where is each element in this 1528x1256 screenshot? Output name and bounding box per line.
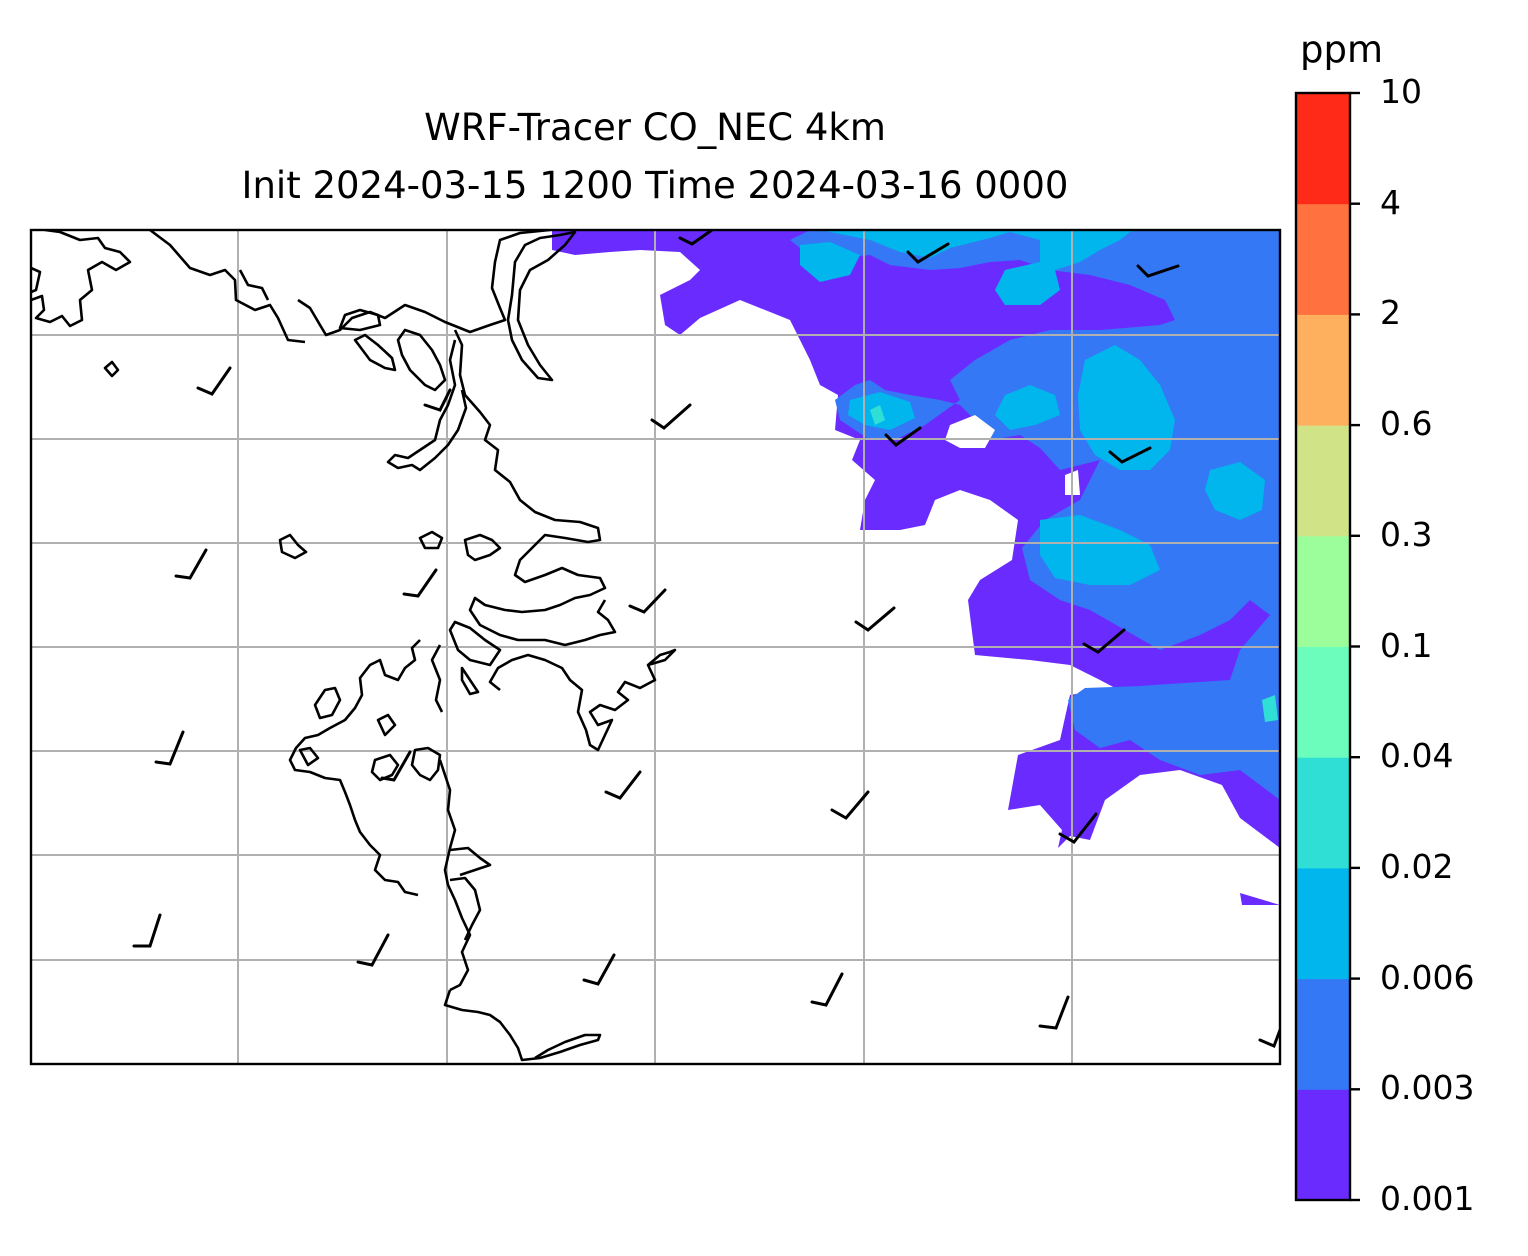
colorbar-tick-label: 0.04 (1380, 736, 1454, 776)
colorbar-unit-label: ppm (1300, 28, 1384, 71)
colorbar-tick-label: 0.02 (1380, 846, 1454, 886)
wind-barb (174, 548, 208, 580)
colorbar-segment (1296, 314, 1350, 426)
colorbar-tick-label: 10 (1380, 72, 1422, 111)
colorbar-tick-label: 0.1 (1380, 625, 1433, 665)
wind-barb (854, 606, 896, 632)
colorbar-segment (1296, 757, 1350, 869)
colorbar (1294, 91, 1360, 1202)
wind-barb (1258, 1028, 1280, 1048)
colorbar-segment (1296, 425, 1350, 537)
colorbar-segment (1296, 867, 1350, 980)
colorbar-tick-label: 0.003 (1380, 1068, 1475, 1108)
wind-barb (1108, 446, 1152, 464)
coastlines (31, 230, 677, 1062)
colorbar-tick-label: 0.006 (1380, 957, 1475, 997)
wind-barb (1136, 264, 1180, 278)
colorbar-tick-label: 0.3 (1380, 514, 1433, 554)
contour-level-3 (800, 230, 1265, 585)
wind-barb (423, 388, 452, 412)
colorbar-segment (1296, 646, 1350, 758)
wind-barb (678, 230, 714, 246)
wind-barb (132, 913, 162, 948)
wind-barb (1082, 628, 1126, 654)
contour-gap (945, 415, 1080, 495)
colorbar-tick-label: 2 (1380, 293, 1401, 333)
colorbar-segment (1296, 93, 1350, 205)
wind-barb (884, 426, 922, 447)
map-title-line-2: Init 2024-03-15 1200 Time 2024-03-16 000… (241, 164, 1069, 207)
wind-barb (650, 403, 692, 430)
colorbar-segment (1296, 978, 1350, 1090)
map-title-line-1: WRF-Tracer CO_NEC 4km (424, 106, 886, 149)
wind-barb (402, 568, 438, 598)
wind-barb (196, 366, 232, 396)
wind-barb (154, 730, 185, 766)
wind-barb (380, 750, 412, 782)
wind-barb (356, 933, 390, 967)
colorbar-segment (1296, 535, 1350, 647)
wind-barb (906, 242, 950, 264)
colorbar-tick-label: 0.001 (1380, 1179, 1475, 1218)
wind-barbs (132, 230, 1280, 1048)
wind-barb (604, 770, 642, 800)
colorbar-tick-label: 0.6 (1380, 404, 1433, 444)
colorbar-tick-label: 4 (1380, 182, 1401, 222)
wind-barb (582, 953, 616, 986)
wind-barb (810, 972, 844, 1007)
map-frame (29, 228, 1282, 1066)
tracer-contours (552, 230, 1280, 905)
gridlines (31, 230, 1280, 1064)
wind-barb (1058, 812, 1098, 844)
wind-barb (1038, 995, 1070, 1030)
wind-barb (628, 588, 667, 614)
wind-barb (830, 790, 870, 820)
colorbar-segment (1296, 1089, 1350, 1201)
contour-level-2 (790, 230, 1280, 800)
colorbar-segment (1296, 203, 1350, 315)
